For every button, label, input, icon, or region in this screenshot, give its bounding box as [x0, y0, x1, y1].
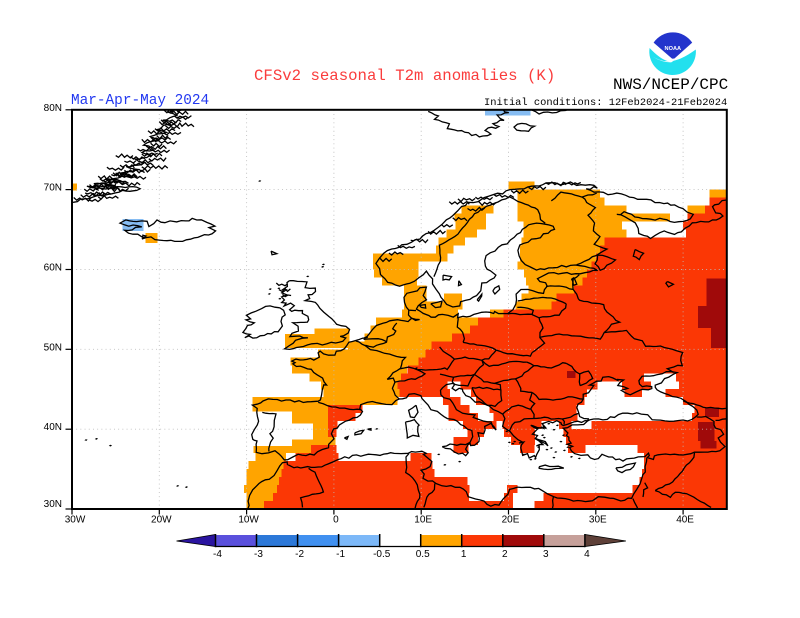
svg-text:-1: -1: [336, 549, 345, 560]
svg-text:70N: 70N: [44, 183, 62, 194]
svg-text:60N: 60N: [44, 263, 62, 274]
svg-text:20W: 20W: [151, 515, 172, 526]
svg-text:30N: 30N: [44, 499, 62, 510]
svg-text:-2: -2: [295, 549, 304, 560]
svg-text:20E: 20E: [502, 515, 520, 526]
svg-text:40N: 40N: [44, 422, 62, 433]
svg-text:50N: 50N: [44, 342, 62, 353]
svg-text:10E: 10E: [414, 515, 432, 526]
svg-text:30W: 30W: [65, 515, 86, 526]
svg-text:1: 1: [461, 549, 467, 560]
svg-text:NOAA: NOAA: [665, 46, 681, 52]
svg-text:-0.5: -0.5: [373, 549, 391, 560]
svg-text:0: 0: [333, 515, 339, 526]
svg-text:4: 4: [584, 549, 590, 560]
svg-text:30E: 30E: [589, 515, 607, 526]
svg-text:80N: 80N: [44, 103, 62, 114]
svg-text:0.5: 0.5: [416, 549, 430, 560]
svg-text:2: 2: [502, 549, 508, 560]
svg-text:40E: 40E: [676, 515, 694, 526]
svg-text:-4: -4: [213, 549, 222, 560]
svg-text:10W: 10W: [238, 515, 259, 526]
svg-text:3: 3: [543, 549, 549, 560]
svg-text:-3: -3: [254, 549, 263, 560]
